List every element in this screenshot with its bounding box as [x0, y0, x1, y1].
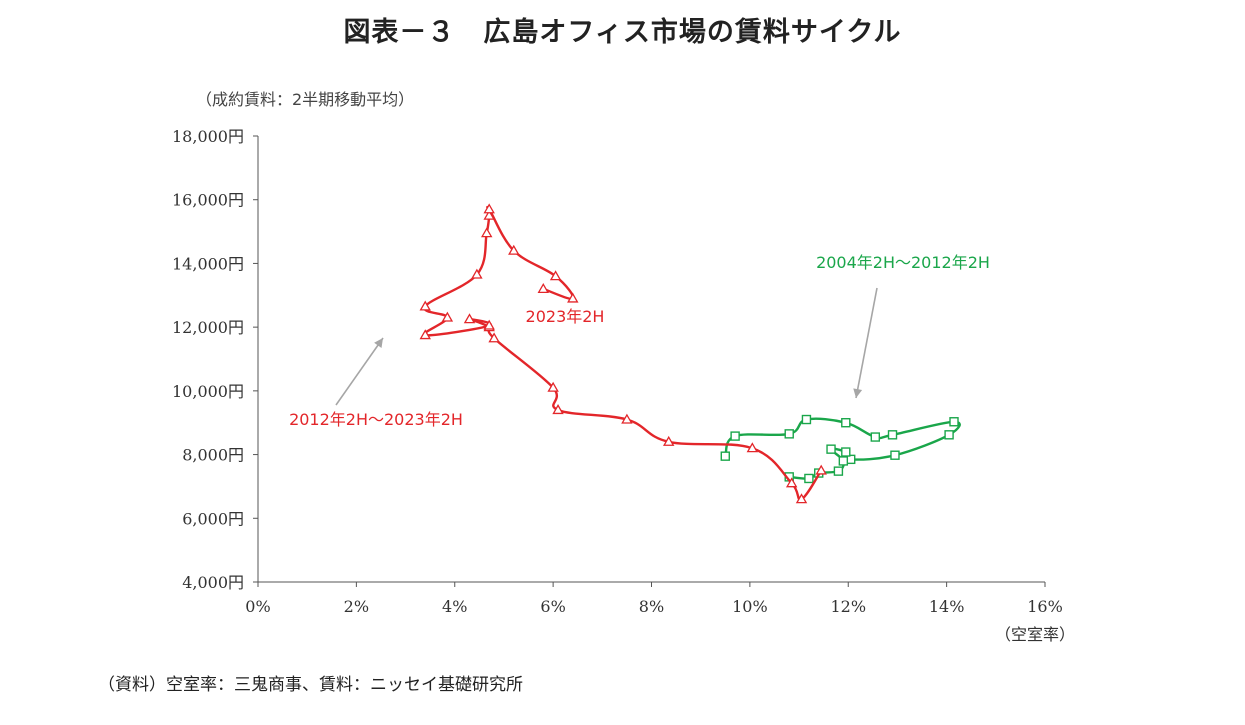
data-point-triangle	[746, 442, 759, 453]
y-tick-label: 12,000円	[172, 318, 244, 337]
series-red	[419, 203, 827, 504]
data-point-triangle	[471, 268, 483, 279]
annotation-red-label: 2012年2H～2023年2H	[289, 410, 463, 429]
arrow-green	[855, 287, 878, 399]
data-point-triangle	[483, 203, 495, 214]
data-point-square	[949, 417, 959, 427]
y-tick-label: 4,000円	[182, 573, 244, 592]
y-tick-label: 6,000円	[182, 509, 244, 528]
data-point-square	[944, 430, 954, 440]
x-tick-label: 8%	[639, 597, 664, 616]
data-point-square	[801, 414, 812, 425]
data-point-square	[720, 451, 730, 461]
data-point-triangle	[483, 209, 495, 220]
x-tick-label: 6%	[540, 597, 565, 616]
data-point-square	[804, 473, 814, 484]
data-point-triangle	[662, 435, 675, 446]
annotations: 2004年2H～2012年2H 2012年2H～2023年2H 2023年2H	[289, 253, 990, 429]
data-point-triangle	[552, 404, 564, 415]
data-point-square	[841, 418, 851, 428]
chart-title: 図表－３ 広島オフィス市場の賃料サイクル	[343, 17, 902, 48]
data-point-square	[838, 456, 849, 466]
data-point-triangle	[419, 300, 431, 311]
data-point-square	[833, 466, 844, 476]
data-point-triangle	[549, 270, 562, 281]
y-tick-label: 18,000円	[172, 127, 244, 146]
data-point-triangle	[483, 319, 495, 330]
x-tick-label: 12%	[830, 597, 866, 616]
annotation-green-label: 2004年2H～2012年2H	[816, 253, 990, 272]
series-line	[422, 205, 823, 501]
annotation-latest-label: 2023年2H	[526, 307, 605, 326]
arrow-red	[335, 337, 384, 406]
data-point-triangle	[547, 381, 559, 392]
arrow-green-head	[853, 388, 863, 398]
data-point-triangle	[785, 477, 798, 488]
data-point-triangle	[481, 227, 493, 238]
data-point-triangle	[508, 244, 520, 255]
x-axis-label: （空室率）	[995, 625, 1075, 644]
data-point-triangle	[621, 413, 633, 424]
source-note: （資料）空室率：三鬼商事、賃料：ニッセイ基礎研究所	[98, 675, 523, 695]
series-layer	[419, 203, 961, 504]
x-tick-label: 4%	[442, 597, 467, 616]
data-point-square	[870, 432, 881, 442]
x-tick-label: 2%	[344, 597, 369, 616]
data-point-square	[890, 450, 900, 460]
data-point-square	[730, 431, 740, 441]
data-point-triangle	[567, 292, 579, 303]
y-tick-label: 14,000円	[172, 254, 244, 273]
data-point-triangle	[463, 313, 476, 324]
x-tick-label: 10%	[732, 597, 768, 616]
data-point-triangle	[441, 311, 454, 322]
x-tick-label: 14%	[929, 597, 965, 616]
data-point-triangle	[488, 332, 500, 343]
data-point-square	[826, 444, 836, 454]
data-point-square	[841, 447, 851, 457]
data-point-triangle	[419, 329, 431, 340]
data-point-triangle	[815, 464, 827, 475]
y-tick-label: 16,000円	[172, 191, 244, 210]
unit-note: （成約賃料：2半期移動平均）	[196, 90, 415, 109]
axes: 4,000円 6,000円 8,000円 10,000円 12,000円 14,000円 1…	[172, 127, 1075, 644]
arrow-red-head	[374, 338, 383, 348]
x-tick-label: 0%	[245, 597, 270, 616]
data-point-square	[784, 429, 794, 439]
y-tick-label: 8,000円	[182, 446, 244, 465]
y-tick-label: 10,000円	[172, 382, 244, 401]
series-green	[720, 414, 961, 484]
x-tick-label: 16%	[1027, 597, 1063, 616]
data-point-triangle	[537, 283, 550, 294]
data-point-triangle	[795, 493, 808, 504]
data-point-square	[887, 430, 898, 440]
